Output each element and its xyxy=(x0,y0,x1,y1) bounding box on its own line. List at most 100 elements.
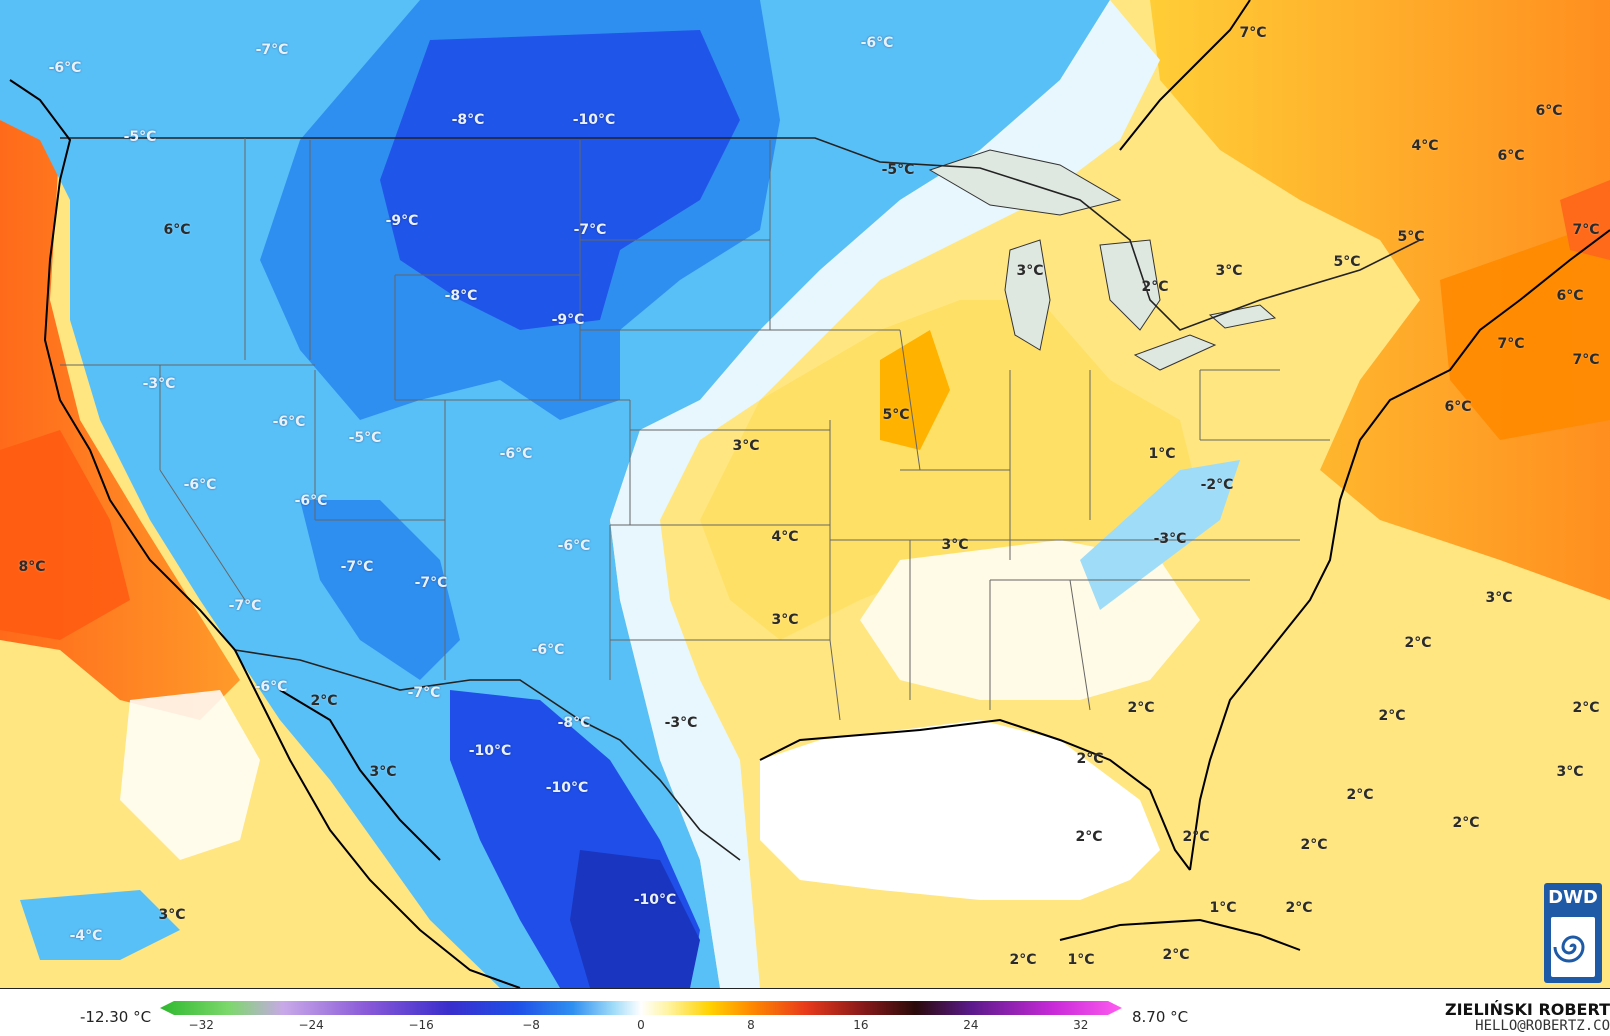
southwest-cold xyxy=(300,500,460,680)
temperature-label: -9°C xyxy=(551,312,585,328)
temperature-label: 4°C xyxy=(771,529,799,545)
temperature-label: -10°C xyxy=(545,780,589,796)
temperature-label: -8°C xyxy=(557,715,591,731)
temperature-label: -6°C xyxy=(294,493,328,509)
legend-max-value: 8.70 °C xyxy=(1132,1008,1189,1026)
temperature-label: 2°C xyxy=(1182,829,1210,845)
temperature-label: -3°C xyxy=(1153,531,1187,547)
temperature-label: -7°C xyxy=(228,598,262,614)
temperature-label: 6°C xyxy=(1556,288,1584,304)
lake-erie xyxy=(1133,334,1217,371)
temperature-label: -10°C xyxy=(633,892,677,908)
coastlines xyxy=(9,0,1610,988)
temperature-label: 2°C xyxy=(1075,829,1103,845)
temperature-label: 1°C xyxy=(1209,900,1237,916)
temperature-label: 2°C xyxy=(1572,700,1600,716)
credit-name: ZIELIŃSKI ROBERT xyxy=(1444,1000,1610,1019)
temperature-label: -7°C xyxy=(255,42,289,58)
temperature-label: 3°C xyxy=(1556,764,1584,780)
temperature-label: 3°C xyxy=(158,907,186,923)
pacific-cold-blob xyxy=(20,890,180,960)
temperature-label: 2°C xyxy=(1076,751,1104,767)
lake-michigan xyxy=(1004,239,1051,351)
temperature-label: 2°C xyxy=(1141,279,1169,295)
colorbar-tick-label: 32 xyxy=(1073,1018,1089,1032)
temperature-label: -6°C xyxy=(272,414,306,430)
temperature-label: 5°C xyxy=(1333,254,1361,270)
temperature-label: -7°C xyxy=(340,559,374,575)
temperature-label: 6°C xyxy=(163,222,191,238)
temperature-label: 5°C xyxy=(882,407,910,423)
temperature-label: 1°C xyxy=(1067,952,1095,968)
temperature-label: 2°C xyxy=(1162,947,1190,963)
dwd-logo-text: DWD xyxy=(1548,887,1598,908)
temperature-label: -6°C xyxy=(531,642,565,658)
temperature-label: 4°C xyxy=(1411,138,1439,154)
temperature-label: 2°C xyxy=(1009,952,1037,968)
temperature-label: -10°C xyxy=(468,743,512,759)
temperature-label: 6°C xyxy=(1535,103,1563,119)
temperature-label: -6°C xyxy=(254,679,288,695)
temperature-label: 2°C xyxy=(1404,635,1432,651)
temperature-label: 6°C xyxy=(1444,399,1472,415)
temperature-label: 3°C xyxy=(941,537,969,553)
lake-ontario xyxy=(1208,304,1277,329)
temperature-label: -6°C xyxy=(499,446,533,462)
legend-min-value: -12.30 °C xyxy=(80,1008,152,1026)
temperature-label: -5°C xyxy=(123,129,157,145)
colorbar-tick-label: 16 xyxy=(853,1018,869,1032)
illinois-warm xyxy=(880,330,950,450)
us-mexico-border xyxy=(234,649,741,861)
temperature-label: -9°C xyxy=(385,213,419,229)
colorbar xyxy=(160,1001,1122,1015)
gulf-of-mexico xyxy=(760,720,1160,900)
temperature-label: 2°C xyxy=(1300,837,1328,853)
colorbar-tick-label: 24 xyxy=(963,1018,979,1032)
temperature-label: 6°C xyxy=(1497,148,1525,164)
colorbar-tick-label: 0 xyxy=(637,1018,645,1032)
transition-band xyxy=(610,0,1160,988)
lake-huron xyxy=(1099,239,1161,331)
temperature-label: -5°C xyxy=(881,162,915,178)
colorbar-tick-label: −8 xyxy=(522,1018,540,1032)
temperature-label: 2°C xyxy=(1378,708,1406,724)
baja-sea xyxy=(120,690,260,860)
temperature-label: 3°C xyxy=(771,612,799,628)
spiral-icon xyxy=(1551,917,1595,977)
temperature-label: 3°C xyxy=(732,438,760,454)
temperature-label: 2°C xyxy=(1127,700,1155,716)
temperature-label: 2°C xyxy=(1452,815,1480,831)
colorbar-tick-label: 8 xyxy=(747,1018,755,1032)
temperature-map: -6°C -7°C -6°C -8°C -10°C 7°C -5°C -5°C 4°C 6°C 6°… xyxy=(0,0,1610,988)
temperature-label: 7°C xyxy=(1572,222,1600,238)
temperature-label: 2°C xyxy=(310,693,338,709)
credit-email: HELLO@ROBERTZ.CO xyxy=(1475,1018,1610,1034)
temperature-label: -7°C xyxy=(414,575,448,591)
temperature-label: 7°C xyxy=(1239,25,1267,41)
appalachian-cold xyxy=(1080,460,1240,610)
temperature-label: -3°C xyxy=(664,715,698,731)
mexico-deep-cold xyxy=(570,850,700,988)
temperature-label: -6°C xyxy=(48,60,82,76)
atlantic-hot-zone xyxy=(1440,220,1610,440)
colorbar-gradient xyxy=(160,1001,1122,1015)
temperature-label: 7°C xyxy=(1572,352,1600,368)
dwd-logo: DWD xyxy=(1544,883,1602,983)
temperature-label: -6°C xyxy=(860,35,894,51)
temperature-label: -2°C xyxy=(1200,477,1234,493)
pacific-hot-core xyxy=(0,430,130,640)
temperature-label: 2°C xyxy=(1285,900,1313,916)
colorbar-tick-label: −24 xyxy=(298,1018,324,1032)
temperature-label: 7°C xyxy=(1497,336,1525,352)
temperature-label: -8°C xyxy=(444,288,478,304)
temperature-label: 5°C xyxy=(1397,229,1425,245)
temperature-label: -5°C xyxy=(348,430,382,446)
deep-cold-core xyxy=(380,30,740,330)
temperature-label: 3°C xyxy=(1016,263,1044,279)
colorbar-tick-label: −32 xyxy=(188,1018,214,1032)
temperature-label: -6°C xyxy=(183,477,217,493)
temperature-label: 2°C xyxy=(1346,787,1374,803)
temperature-label: -7°C xyxy=(407,685,441,701)
atlantic-warm-zone xyxy=(1150,0,1610,600)
temperature-label: -7°C xyxy=(573,222,607,238)
